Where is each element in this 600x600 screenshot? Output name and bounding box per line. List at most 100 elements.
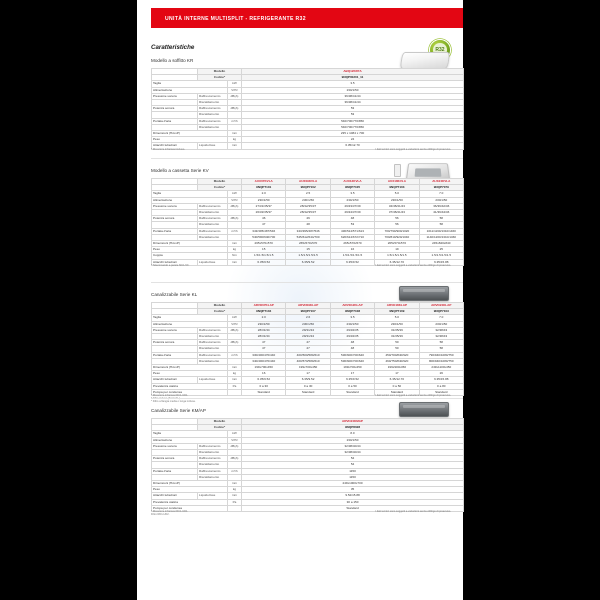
row-value: 540/700/770/850: [241, 123, 465, 132]
table-disclaimer: I dati tecnici sono soggetti a variazion…: [375, 509, 451, 513]
row-unit: m³/h: [226, 467, 243, 475]
row-unit: [226, 504, 243, 513]
row-value: 1150: [241, 473, 465, 482]
table-header-code-row: Codice* 9NQP7104 9NQP7107 9NQP7108 9NQP7109 9…: [151, 308, 464, 316]
model-code: 9NQP7103: [418, 308, 464, 316]
section-divider: [151, 158, 463, 159]
table-disclaimer: I dati tecnici sono soggetti a variazion…: [375, 263, 451, 267]
table-footnote: * Telecomando a parete MC1-5X.: [151, 263, 190, 267]
row-value: 58: [418, 215, 464, 223]
table-row: Pompa per condensa Standard Standard Standa…: [151, 388, 464, 397]
table-row: Prevalenza statica Pa 0 a 30 0 a 30 0 a 50 0 …: [151, 382, 464, 390]
row-value: 1.5/1.5/1.5/1.5: [418, 252, 464, 260]
table-row: Potenza sonora Raffrescamento dB(A) 47 47 48 5…: [151, 339, 464, 347]
row-value: 0 a 80: [418, 382, 464, 390]
row-value: 25: [418, 246, 464, 254]
table-row: Potenza sonora Raffrescamento dB(A) 53: [151, 105, 465, 113]
table-row: Alimentazione V/Hz 230/1/50 230/1/50 230/1/5…: [151, 320, 464, 328]
table-row: Riscaldamento 36/38/41/44: [151, 98, 465, 107]
table-row: Riscaldamento 54: [151, 461, 465, 469]
row-value: 540/700/770/850: [241, 117, 465, 125]
row-sublabel: Liquido/Gas: [197, 142, 228, 150]
table-row: Riscaldamento 1150: [151, 473, 465, 482]
spec-table-kv: Modello AUX07KVLA AUX09KVLA AUX12KVLA AUX18K…: [151, 177, 464, 266]
table-row: Coppia Nm 1.5/1.5/1.5/1.5 1.5/1.5/1.5/1.5 1.…: [151, 252, 464, 260]
section-subtitle-kl: Canalizzabile Serie KL: [151, 292, 198, 297]
row-sublabel: Liquido/Gas: [197, 258, 228, 266]
table-row: Dimensioni (HxLxP) mm 249x1000x700: [151, 480, 465, 488]
table-row: Dimensioni (HxLxP) mm 235 x 1084 x 700: [151, 130, 465, 138]
table-row: Potenza sonora Raffrescamento dB(A) 54: [151, 455, 465, 463]
row-value: 35: [241, 486, 465, 494]
row-value: 58: [418, 345, 464, 353]
row-value: 54: [241, 461, 465, 469]
row-value: 8.0: [241, 430, 465, 438]
model-code: 9NQP8028: [241, 424, 465, 432]
table-disclaimer: I dati tecnici sono soggetti a variazion…: [375, 147, 451, 151]
section-subtitle-kv: Modello a cassetta Serie KV: [151, 168, 209, 173]
row-value: Standard: [418, 388, 464, 397]
spec-table-kl: Modello ARVD07KLAP ARVD09KLAP ARVD12KLAP ARV…: [151, 301, 464, 397]
row-value: 245x840x840: [418, 240, 464, 248]
row-value: 53: [241, 105, 465, 113]
row-value: 36/39/42/46: [418, 202, 464, 211]
table-row: Riscaldamento 26/32/35/37 28/32/35/37 29/34…: [151, 208, 464, 217]
row-unit: kW: [226, 80, 243, 88]
table-row: Attacchi tubazioni Liquido/Gas mm 9.52/15.8…: [151, 492, 465, 500]
table-row: Pompa per condensa Standard: [151, 504, 465, 513]
row-value: 53: [241, 111, 465, 119]
row-unit: mm: [226, 492, 243, 500]
table-row: Riscaldamento 32/38/40/44: [151, 448, 465, 457]
table-row: Alimentazione V/Hz 230/1/50: [151, 86, 465, 94]
row-value: 249x1100x450: [418, 364, 464, 372]
table-header-code-row: Codice* 9NQP00201_11: [151, 74, 465, 82]
table-row: Dimensioni (HxLxP) mm 265x570x570 265x570x5…: [151, 240, 464, 248]
row-unit: Pa: [226, 498, 243, 506]
row-value: 30 a 150: [241, 498, 465, 506]
row-value: 230/1/50: [241, 436, 465, 444]
row-value: 3.5: [241, 80, 465, 88]
model-name: ARVD24KLAP: [418, 301, 464, 310]
table-row: Prevalenza statica Pa 30 a 150: [151, 498, 465, 506]
table-row: Portata d'aria Raffrescamento m³/h 1150: [151, 467, 465, 475]
row-value: 24: [241, 136, 465, 144]
table-header-model-row: Modello AUX07KVLA AUX09KVLA AUX12KVLA AUX18K…: [151, 177, 464, 186]
row-unit: dB(A): [226, 455, 243, 463]
document-header-bar: UNITÀ INTERNE MULTISPLIT - REFRIGERANTE …: [151, 8, 463, 28]
table-header-model-row: Modello ARVD24KMAP: [151, 417, 465, 426]
row-unit: mm: [226, 258, 243, 266]
table-row: Pressione sonora Raffrescamento dB(A) 36/38…: [151, 92, 465, 101]
row-value: 230/1/50: [418, 320, 464, 328]
table-header-model-row: Modello ARVD07KLAP ARVD09KLAP ARVD12KLAP ARV…: [151, 301, 464, 310]
row-unit: dB(A): [226, 442, 243, 451]
wall-remote-image: [394, 164, 401, 177]
table-footnote: * Ricevitore infrarossi RC1-UD1.: [151, 509, 189, 513]
table-row: Pressione sonora Raffrescamento dB(A) 32/38…: [151, 442, 465, 451]
row-unit: [226, 98, 243, 107]
model-name: ARVD24KMAP: [241, 417, 465, 426]
table-row: Attacchi tubazioni Liquido/Gas mm 6.35/9.52…: [151, 258, 464, 266]
table-row: Riscaldamento 47 47 48 50 58: [151, 345, 464, 353]
section-subtitle-kr: Modello a soffitto KR: [151, 58, 194, 63]
model-code: 9NQP7079: [418, 184, 464, 192]
table-row: Riscaldamento 340/400/470/440 400/570/580/…: [151, 357, 464, 366]
row-value: 36/38/41/44: [241, 98, 465, 107]
row-value: 6.35/12.70: [241, 142, 465, 150]
table-disclaimer: I dati tecnici sono soggetti a variazion…: [375, 393, 451, 397]
row-value: 800/940/1080/750: [418, 357, 464, 366]
section-divider: [151, 282, 463, 283]
table-row: Taglia kW 8.0: [151, 430, 465, 438]
table-footnote: Filtro RD1-UD2.: [151, 512, 170, 516]
table-row: Riscaldamento 540/590/640/700 545/612/644/…: [151, 233, 464, 242]
table-row: Portata d'aria Raffrescamento m³/h 330/400/…: [151, 351, 464, 359]
ducted-unit-image: [399, 286, 449, 301]
row-value: 36/38/41/44: [241, 92, 465, 101]
ducted-unit-image-body: [399, 402, 449, 417]
table-row: Riscaldamento 53: [151, 111, 465, 119]
row-unit: mm: [226, 130, 243, 138]
table-row: Dimensioni (HxLxP) mm 199x700x450 199x700x4…: [151, 364, 464, 372]
row-value: 32/38/43: [418, 332, 464, 341]
ducted-unit-image: [399, 402, 449, 417]
table-footnote: * Ricevitore infrarossi incluso.: [151, 147, 186, 151]
row-value: 32/38/40/44: [241, 442, 465, 451]
